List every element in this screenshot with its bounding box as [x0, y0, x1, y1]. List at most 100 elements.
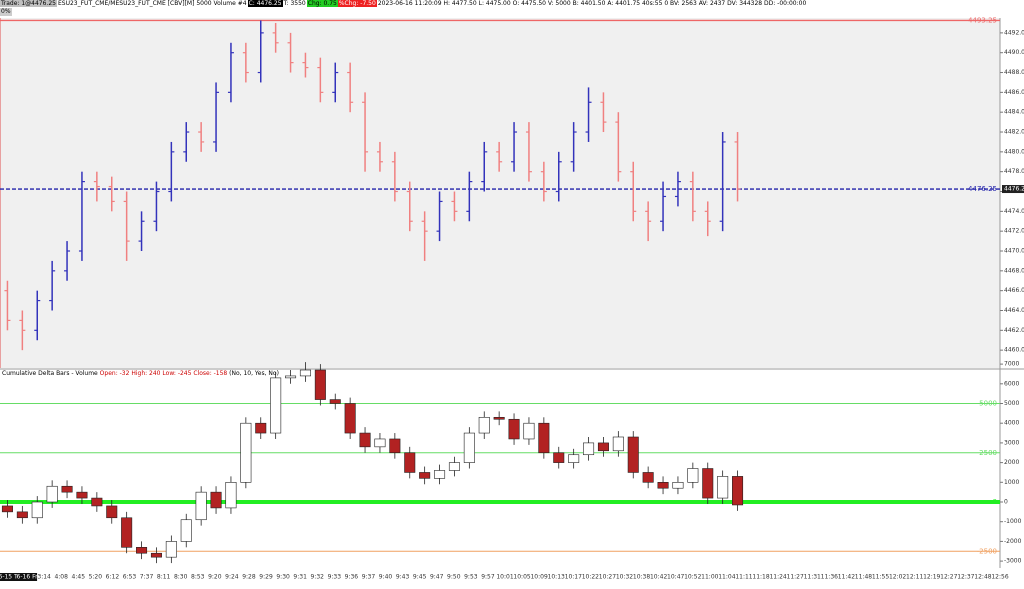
- last-price-label: 4476.25: [1004, 186, 1024, 193]
- level-label: 2500: [979, 449, 997, 457]
- candle-body: [627, 436, 639, 473]
- candle-body: [493, 416, 505, 420]
- header-segment: T: 3550: [282, 0, 307, 7]
- y-tick-label: -1000: [1004, 518, 1022, 525]
- y-tick-label: 4474.00: [1004, 208, 1024, 215]
- time-label: 9:45: [413, 574, 427, 581]
- time-label: 3:14: [37, 574, 51, 581]
- time-label: 9:28: [242, 574, 256, 581]
- candle-body: [568, 454, 580, 463]
- y-tick-label: 4488.00: [1004, 69, 1024, 76]
- time-label: 12:27: [940, 574, 957, 581]
- candle-body: [225, 482, 237, 509]
- date-box: [17, 573, 38, 581]
- y-tick-label: 4468.00: [1004, 267, 1024, 274]
- time-label: 10:38: [633, 574, 650, 581]
- level-label: 0: [993, 498, 997, 506]
- price-panel-bg: [0, 18, 1000, 368]
- candle-body: [314, 369, 326, 400]
- y-tick-label: -3000: [1004, 558, 1022, 565]
- y-tick-label: 4472.00: [1004, 228, 1024, 235]
- time-label: 9:47: [430, 574, 444, 581]
- y-tick-label: 1000: [1004, 479, 1019, 486]
- header-segment: Chg: 0.75: [306, 0, 338, 7]
- time-label: 9:36: [345, 574, 359, 581]
- candle-body: [329, 399, 341, 404]
- time-label: 6-15 Th: [0, 574, 22, 581]
- candle-body: [463, 432, 475, 463]
- candle-body: [91, 497, 103, 507]
- candle-body: [419, 472, 431, 479]
- time-label: 9:37: [362, 574, 376, 581]
- time-label: 10:01: [496, 574, 513, 581]
- time-label: 11:27: [787, 574, 804, 581]
- y-tick-label: 4486.00: [1004, 89, 1024, 96]
- time-label: 10:42: [650, 574, 667, 581]
- candle-body: [612, 436, 624, 452]
- y-tick-label: 4470.00: [1004, 248, 1024, 255]
- candle-body: [195, 491, 207, 521]
- candle-body: [389, 438, 401, 454]
- candle-body: [136, 547, 148, 554]
- time-axis-bg: [0, 570, 1024, 589]
- time-label: 8:30: [174, 574, 188, 581]
- time-label: 5:20: [89, 574, 103, 581]
- level-label: 4493.25: [968, 16, 997, 24]
- time-label: 11:36: [821, 574, 838, 581]
- time-label: 11:55: [872, 574, 889, 581]
- candle-body: [732, 476, 744, 506]
- time-label: 10:13: [548, 574, 565, 581]
- time-label: 11:48: [855, 574, 872, 581]
- candle-body: [448, 462, 460, 471]
- level-label: 5000: [979, 400, 997, 408]
- candle-body: [240, 422, 252, 483]
- indicator-stats: Open: -32 High: 240 Low: -245 Close: -15…: [99, 370, 228, 377]
- time-label: 10:22: [582, 574, 599, 581]
- time-label: 4:08: [54, 574, 68, 581]
- candle-body: [538, 422, 550, 454]
- time-label: 11:00: [701, 574, 718, 581]
- last-price-box: [1002, 185, 1024, 194]
- time-label: 9:50: [447, 574, 461, 581]
- y-tick-label: 4484.00: [1004, 109, 1024, 116]
- y-tick-label: 4478.00: [1004, 168, 1024, 175]
- time-label: 12:56: [991, 574, 1008, 581]
- time-label: 9:53: [464, 574, 478, 581]
- candle-body: [16, 511, 28, 519]
- time-label: 11:42: [838, 574, 855, 581]
- indicator-params: (No, 10, Yes, No): [229, 370, 279, 377]
- time-label: 10:27: [599, 574, 616, 581]
- candle-body: [31, 501, 43, 519]
- time-label: 10:05: [513, 574, 530, 581]
- time-label: 10:52: [684, 574, 701, 581]
- delta-header: Cumulative Delta Bars - Volume Open: -32…: [2, 370, 279, 378]
- time-label: 12:11: [906, 574, 923, 581]
- candle-body: [165, 541, 177, 558]
- header: Trade: 1@4476.25 ESU23_FUT_CME/MESU23_FUT…: [0, 0, 808, 8]
- candle-body: [1, 505, 13, 513]
- time-label: 9:32: [310, 574, 324, 581]
- y-tick-label: 4492.00: [1004, 29, 1024, 36]
- time-label: 9:24: [225, 574, 239, 581]
- candle-body: [657, 482, 669, 489]
- time-label: 10:17: [565, 574, 582, 581]
- y-tick-label: -2000: [1004, 538, 1022, 545]
- time-label: 10:32: [616, 574, 633, 581]
- time-label: 8:11: [157, 574, 171, 581]
- time-label: 10:47: [667, 574, 684, 581]
- y-tick-label: 4462.00: [1004, 327, 1024, 334]
- time-label: 4:45: [72, 574, 86, 581]
- candle-body: [106, 505, 118, 519]
- y-tick-label: 4466.00: [1004, 287, 1024, 294]
- time-label: 6:12: [106, 574, 120, 581]
- y-tick-label: 4482.00: [1004, 129, 1024, 136]
- header-segment: C: 4476.25: [247, 0, 283, 7]
- header-segment: Trade: 1@4476.25: [0, 0, 57, 7]
- y-tick-label: 4000: [1004, 420, 1019, 427]
- time-label: 9:33: [328, 574, 342, 581]
- y-tick-label: 4490.00: [1004, 49, 1024, 56]
- time-label: 9:57: [481, 574, 495, 581]
- y-tick-label: 4460.00: [1004, 347, 1024, 354]
